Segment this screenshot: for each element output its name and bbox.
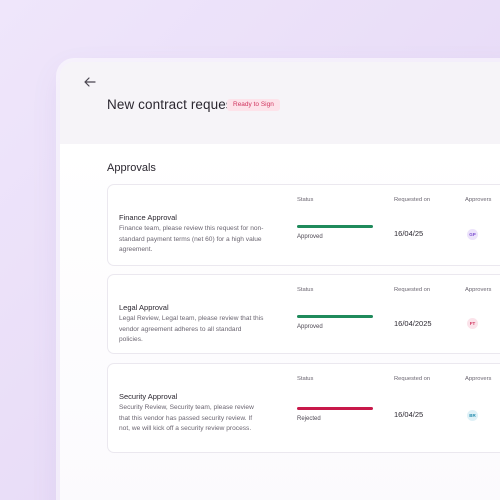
approval-name: Finance Approval [119, 213, 177, 222]
approvers-column-label: Approvers [465, 287, 492, 293]
status-bar [297, 315, 373, 318]
approval-name: Legal Approval [119, 303, 169, 312]
status-column-label: Status [297, 376, 314, 382]
status-text: Rejected [297, 416, 321, 422]
approval-description: Finance team, please review this request… [119, 225, 264, 253]
approval-description: Legal Review, Legal team, please review … [119, 315, 264, 343]
status-column-label: Status [297, 287, 314, 293]
requested-date: 16/04/25 [394, 410, 424, 419]
approval-name: Security Approval [119, 392, 178, 401]
status-text: Approved [297, 234, 323, 240]
approval-card-security[interactable]: Security Approval Security Review, Secur… [107, 363, 500, 453]
requested-date: 16/04/25 [394, 229, 424, 238]
status-badge: Ready to Sign [227, 99, 280, 111]
approver-avatar[interactable]: GP [467, 229, 478, 240]
approval-description: Security Review, Security team, please r… [119, 404, 254, 432]
status-text: Approved [297, 324, 323, 330]
main-content: Approvals Finance Approval Finance team,… [60, 144, 500, 500]
section-title: Approvals [107, 162, 156, 174]
approval-card-finance[interactable]: Finance Approval Finance team, please re… [107, 184, 500, 266]
status-column-label: Status [297, 197, 314, 203]
status-bar [297, 225, 373, 228]
page-title: New contract request [107, 97, 237, 112]
arrow-left-icon [84, 77, 96, 87]
requested-on-column-label: Requested on [394, 287, 431, 293]
status-bar [297, 407, 373, 410]
app-window: New contract request Ready to Sign Appro… [60, 62, 500, 500]
requested-on-column-label: Requested on [394, 197, 431, 203]
requested-on-column-label: Requested on [394, 376, 431, 382]
approvers-column-label: Approvers [465, 376, 492, 382]
requested-date: 16/04/2025 [394, 319, 432, 328]
approver-avatar[interactable]: FT [467, 318, 478, 329]
approver-avatar[interactable]: BR [467, 410, 478, 421]
approval-card-legal[interactable]: Legal Approval Legal Review, Legal team,… [107, 274, 500, 354]
back-button[interactable] [82, 74, 98, 90]
approvers-column-label: Approvers [465, 197, 492, 203]
page-header: New contract request Ready to Sign [60, 62, 500, 144]
